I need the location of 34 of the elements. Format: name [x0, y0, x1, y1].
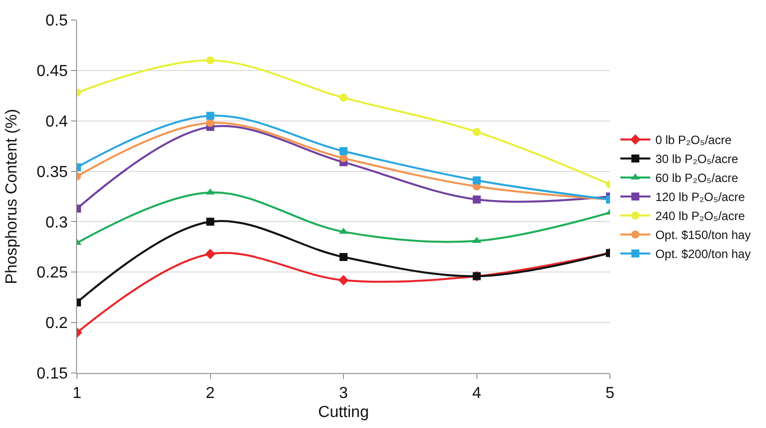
y-tick-label: 0.45	[36, 63, 68, 80]
legend-label: 30 lb P₂O₅/acre	[655, 152, 739, 166]
point	[206, 56, 214, 64]
legend-label: Opt. $200/ton hay	[655, 247, 751, 262]
point	[206, 112, 214, 120]
y-tick-label: 0.15	[36, 366, 68, 383]
point	[206, 218, 214, 226]
point	[338, 275, 349, 286]
legend-label: 240 lb P₂O₅/acre	[655, 209, 746, 224]
point	[340, 94, 348, 102]
y-tick-label: 0.3	[46, 214, 68, 232]
y-tick-label: 0.4	[46, 113, 68, 130]
x-tick-label: 1	[72, 385, 82, 402]
point	[472, 196, 481, 204]
point	[472, 128, 481, 136]
point	[340, 154, 348, 162]
legend-label: 60 lb P₂O₅/acre	[655, 171, 739, 186]
point	[472, 176, 481, 184]
x-tick-label: 4	[472, 385, 482, 402]
legend-label: Opt. $150/ton hay	[655, 228, 751, 242]
y-tick-label: 0.2	[46, 315, 68, 332]
x-tick-label: 5	[606, 385, 615, 402]
y-tick-label: 0.25	[36, 264, 68, 282]
x-axis-title: Cutting	[318, 404, 369, 421]
x-tick-label: 2	[206, 385, 215, 402]
y-tick-label: 0.5	[46, 12, 68, 30]
point	[340, 253, 348, 262]
point	[205, 248, 216, 260]
y-axis-title: Phosphorus Content (%)	[4, 108, 21, 284]
x-tick-label: 3	[339, 385, 348, 402]
legend-label: 0 lb P₂O₅/acre	[655, 133, 732, 148]
y-tick-label: 0.35	[36, 164, 68, 181]
legend-label: 120 lb P₂O₅/acre	[655, 190, 746, 204]
point	[340, 147, 348, 156]
